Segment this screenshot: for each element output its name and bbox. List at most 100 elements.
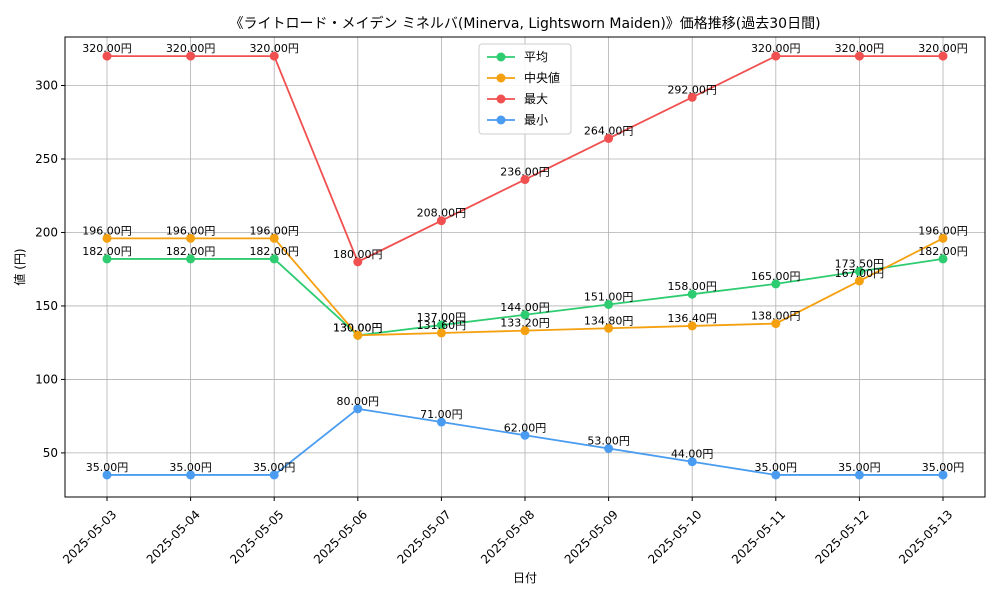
series-layer <box>102 51 948 480</box>
data-label: 80.00円 <box>337 395 380 408</box>
data-point <box>436 216 446 226</box>
data-point <box>520 310 530 320</box>
data-point <box>604 133 614 143</box>
data-point <box>604 323 614 333</box>
data-point <box>186 254 196 264</box>
data-point <box>520 326 530 336</box>
y-tick-label: 150 <box>35 299 58 313</box>
data-label: 182.00円 <box>249 245 299 258</box>
legend-label: 最小 <box>524 113 548 127</box>
data-point <box>102 254 112 264</box>
data-label: 137.00円 <box>417 311 467 324</box>
data-point <box>269 51 279 61</box>
y-tick-label: 250 <box>35 152 58 166</box>
data-point <box>854 51 864 61</box>
data-label: 134.80円 <box>584 314 634 327</box>
x-tick-label: 2025-05-05 <box>227 507 286 566</box>
data-label: 196.00円 <box>82 224 132 237</box>
data-label: 264.00円 <box>584 124 634 137</box>
data-label: 165.00円 <box>751 270 801 283</box>
data-point <box>771 279 781 289</box>
legend-box <box>478 43 572 135</box>
data-label: 196.00円 <box>166 224 216 237</box>
y-tick-label: 300 <box>35 78 58 92</box>
legend-swatch-marker <box>496 52 506 62</box>
data-label: 35.00円 <box>169 461 212 474</box>
data-label: 144.00円 <box>500 301 550 314</box>
x-tick-label: 2025-05-13 <box>896 507 955 566</box>
chart-title: 《ライトロード・メイデン ミネルバ(Minerva, Lightsworn Ma… <box>229 15 820 32</box>
data-point <box>520 175 530 185</box>
data-label: 35.00円 <box>755 461 798 474</box>
x-tick-label: 2025-05-11 <box>729 507 788 566</box>
data-point <box>353 257 363 267</box>
data-point <box>520 430 530 440</box>
x-tick-label: 2025-05-09 <box>562 507 621 566</box>
data-point <box>771 51 781 61</box>
data-label: 182.00円 <box>918 245 968 258</box>
data-label: 196.00円 <box>918 224 968 237</box>
data-point <box>186 233 196 243</box>
x-tick-label: 2025-05-04 <box>144 507 203 566</box>
data-label: 320.00円 <box>751 42 801 55</box>
data-label: 62.00円 <box>504 421 547 434</box>
data-label: 44.00円 <box>671 448 714 461</box>
y-tick-label: 100 <box>35 372 58 386</box>
data-point <box>771 470 781 480</box>
data-point <box>102 470 112 480</box>
axis-layer: 2025-05-03 2025-05-04 2025-05-05 2025-05-06… <box>35 78 955 566</box>
data-label: 196.00円 <box>249 224 299 237</box>
data-label: 71.00円 <box>420 408 463 421</box>
data-label: 136.40円 <box>667 312 717 325</box>
legend-label: 最大 <box>524 92 548 106</box>
data-label: 182.00円 <box>82 245 132 258</box>
legend-swatch-marker <box>496 115 506 125</box>
data-point <box>938 51 948 61</box>
data-label: 35.00円 <box>922 461 965 474</box>
legend-label: 中央値 <box>524 70 560 85</box>
data-label: 138.00円 <box>751 310 801 323</box>
legend-label: 平均 <box>524 50 548 64</box>
data-point <box>771 319 781 329</box>
data-label: 320.00円 <box>166 42 216 55</box>
data-point <box>604 299 614 309</box>
data-label: 131.60円 <box>417 319 467 332</box>
data-label: 130.00円 <box>333 321 383 334</box>
data-point <box>687 457 697 467</box>
x-tick-label: 2025-05-08 <box>478 507 537 566</box>
data-label: 180.00円 <box>333 248 383 261</box>
data-point <box>938 470 948 480</box>
legend-swatch-marker <box>496 94 506 104</box>
y-axis-label: 値 (円) <box>12 248 27 285</box>
data-label: 320.00円 <box>249 42 299 55</box>
data-point <box>269 470 279 480</box>
data-point <box>436 320 446 330</box>
data-label: 320.00円 <box>918 42 968 55</box>
data-label: 130.00円 <box>333 321 383 334</box>
data-point <box>938 254 948 264</box>
data-label: 133.20円 <box>500 317 550 330</box>
x-tick-label: 2025-05-12 <box>813 507 872 566</box>
data-point <box>854 470 864 480</box>
x-tick-label: 2025-05-03 <box>60 507 119 566</box>
data-point <box>102 233 112 243</box>
data-label: 320.00円 <box>835 42 885 55</box>
data-point <box>269 233 279 243</box>
data-point <box>353 330 363 340</box>
x-tick-label: 2025-05-06 <box>311 507 370 566</box>
data-label: 236.00円 <box>500 166 550 179</box>
data-point <box>687 289 697 299</box>
data-point <box>269 254 279 264</box>
data-label: 35.00円 <box>838 461 881 474</box>
data-point <box>854 266 864 276</box>
data-label: 167.00円 <box>835 267 885 280</box>
x-tick-label: 2025-05-07 <box>395 507 454 566</box>
data-point <box>604 444 614 454</box>
data-point <box>186 470 196 480</box>
data-label: 158.00円 <box>667 280 717 293</box>
data-label: 292.00円 <box>667 83 717 96</box>
x-tick-label: 2025-05-10 <box>645 507 704 566</box>
